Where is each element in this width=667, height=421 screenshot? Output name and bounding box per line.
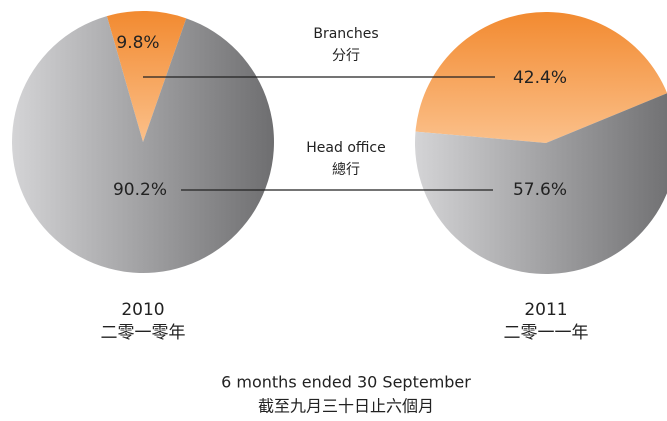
pie-slice <box>11 16 274 274</box>
data-label: 42.4% <box>513 68 567 88</box>
chart-title: 2011 <box>524 300 567 320</box>
data-label: 9.8% <box>116 33 159 53</box>
pies <box>11 11 667 274</box>
pie-slice <box>415 93 667 274</box>
chart-subtitle: 二零一零年 <box>101 323 186 343</box>
legend-label: 總行 <box>332 161 360 178</box>
chart-subtitle: 二零一一年 <box>504 323 589 343</box>
caption: 6 months ended 30 September <box>221 373 471 392</box>
pie-slice <box>415 12 667 143</box>
legend-label: Head office <box>306 140 385 156</box>
legend-label: 分行 <box>332 48 360 64</box>
data-label: 57.6% <box>513 180 567 200</box>
legend-label: Branches <box>313 26 378 42</box>
caption: 截至九月三十日止六個月 <box>258 397 434 416</box>
chart-title: 2010 <box>121 300 164 320</box>
data-label: 90.2% <box>113 180 167 200</box>
